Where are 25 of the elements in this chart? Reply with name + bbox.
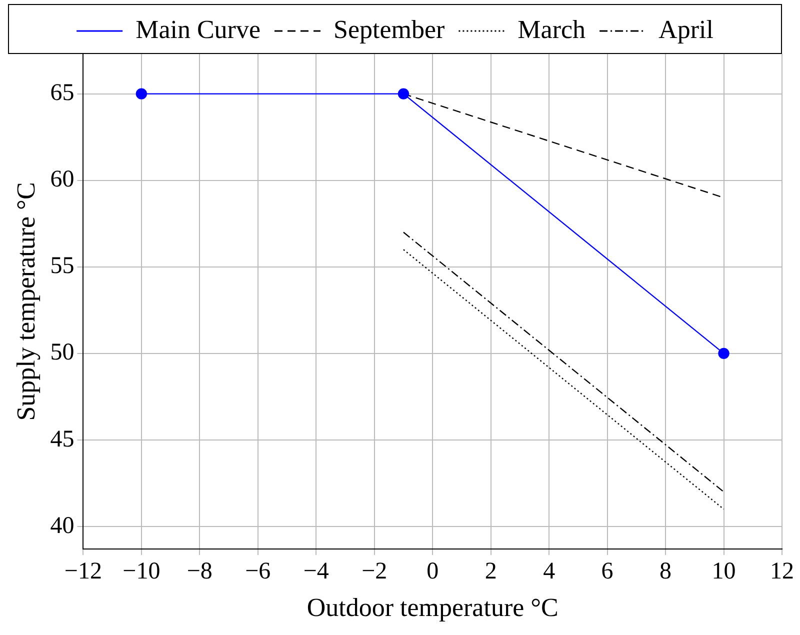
x-tick-label: 10 [712, 558, 736, 585]
y-tick-label: 55 [50, 253, 74, 280]
x-tick-label: 6 [601, 558, 614, 585]
x-tick-label: −4 [303, 558, 329, 585]
x-tick-label: −10 [122, 558, 160, 585]
y-tick-label: 40 [50, 512, 74, 539]
y-tick-label: 65 [50, 80, 74, 106]
legend-label: Main Curve [136, 14, 260, 44]
legend-label: April [658, 14, 714, 44]
y-axis-title: Supply temperature °C [11, 182, 40, 421]
x-tick-label: −12 [64, 558, 102, 585]
x-tick-label: 2 [484, 558, 497, 585]
x-axis-title: Outdoor temperature °C [306, 593, 558, 622]
x-tick-label: 4 [543, 558, 556, 585]
y-tick-label: 50 [50, 340, 74, 366]
x-tick-label: 12 [770, 558, 794, 585]
legend-label: March [518, 14, 586, 44]
x-tick-label: −2 [362, 558, 388, 585]
x-tick-label: −6 [245, 558, 271, 585]
y-tick-label: 60 [50, 166, 74, 193]
x-tick-label: −8 [186, 558, 212, 585]
y-tick-label: 45 [50, 426, 74, 452]
x-tick-label: 0 [426, 558, 439, 585]
legend-label: September [334, 14, 446, 44]
x-tick-label: 8 [660, 558, 672, 585]
